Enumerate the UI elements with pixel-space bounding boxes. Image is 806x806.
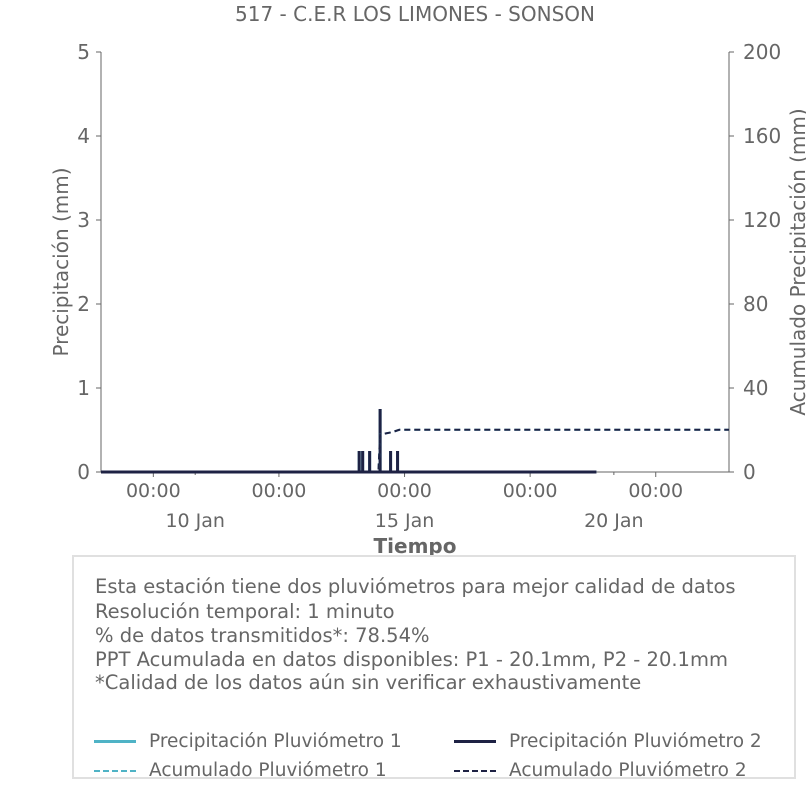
- info-transmitted: % de datos transmitidos*: 78.54%: [95, 624, 430, 647]
- y-tick-label: 2: [77, 292, 90, 316]
- legend-item-accum-2: Acumulado Pluviómetro 2: [454, 760, 747, 781]
- y-tick-label: 3: [77, 208, 90, 232]
- y-tick-label: 4: [77, 124, 90, 148]
- info-quality-note: *Calidad de los datos aún sin verificar …: [95, 671, 642, 694]
- legend-label: Precipitación Pluviómetro 1: [149, 731, 402, 752]
- legend-label: Acumulado Pluviómetro 1: [149, 760, 387, 781]
- info-resolution: Resolución temporal: 1 minuto: [95, 600, 395, 623]
- y2-tick-label: 200: [743, 40, 781, 64]
- y2-tick-label: 160: [743, 124, 781, 148]
- y2-tick-label: 120: [743, 208, 781, 232]
- legend-item-precip-2: Precipitación Pluviómetro 2: [454, 731, 762, 752]
- legend-item-precip-1: Precipitación Pluviómetro 1: [94, 731, 402, 752]
- y2-tick-label: 40: [743, 376, 768, 400]
- x-tick-label-time: 00:00: [503, 480, 558, 502]
- info-accumulated: PPT Acumulada en datos disponibles: P1 -…: [95, 648, 728, 671]
- x-tick-label-date: 10 Jan: [165, 510, 225, 532]
- x-tick-label-time: 00:00: [252, 480, 307, 502]
- x-tick-label-time: 00:00: [628, 480, 683, 502]
- y2-tick-label: 80: [743, 292, 768, 316]
- legend-label: Precipitación Pluviómetro 2: [509, 731, 762, 752]
- x-axis-label: Tiempo: [374, 534, 457, 558]
- info-legend-box: Esta estación tiene dos pluviómetros par…: [72, 555, 796, 781]
- legend-swatch-accum-1: [94, 769, 136, 772]
- legend-item-accum-1: Acumulado Pluviómetro 1: [94, 760, 387, 781]
- y-axis-label: Precipitación (mm): [49, 167, 73, 356]
- y2-axis-label: Acumulado Precipitación (mm): [786, 108, 806, 415]
- x-tick-label-date: 15 Jan: [375, 510, 435, 532]
- series-line-acumulado-pluviometro-2: [101, 428, 729, 473]
- info-stations-note: Esta estación tiene dos pluviómetros par…: [95, 575, 736, 598]
- x-tick-label-time: 00:00: [377, 480, 432, 502]
- legend-swatch-precip-2: [454, 740, 496, 743]
- legend-label: Acumulado Pluviómetro 2: [509, 760, 747, 781]
- x-tick-label-time: 00:00: [126, 480, 181, 502]
- chart-title: 517 - C.E.R LOS LIMONES - SONSON: [235, 2, 595, 26]
- precipitation-chart: 517 - C.E.R LOS LIMONES - SONSON 0 1 2 3 4 5 0…: [49, 2, 806, 558]
- y-tick-label: 5: [77, 40, 90, 64]
- y-tick-label: 0: [77, 460, 90, 484]
- y-tick-label: 1: [77, 376, 90, 400]
- x-tick-label-date: 20 Jan: [584, 510, 644, 532]
- legend-swatch-precip-1: [94, 740, 136, 743]
- series-line-acumulado-pluviometro-1: [101, 428, 729, 473]
- y2-tick-label: 0: [743, 460, 756, 484]
- legend-swatch-accum-2: [454, 769, 496, 772]
